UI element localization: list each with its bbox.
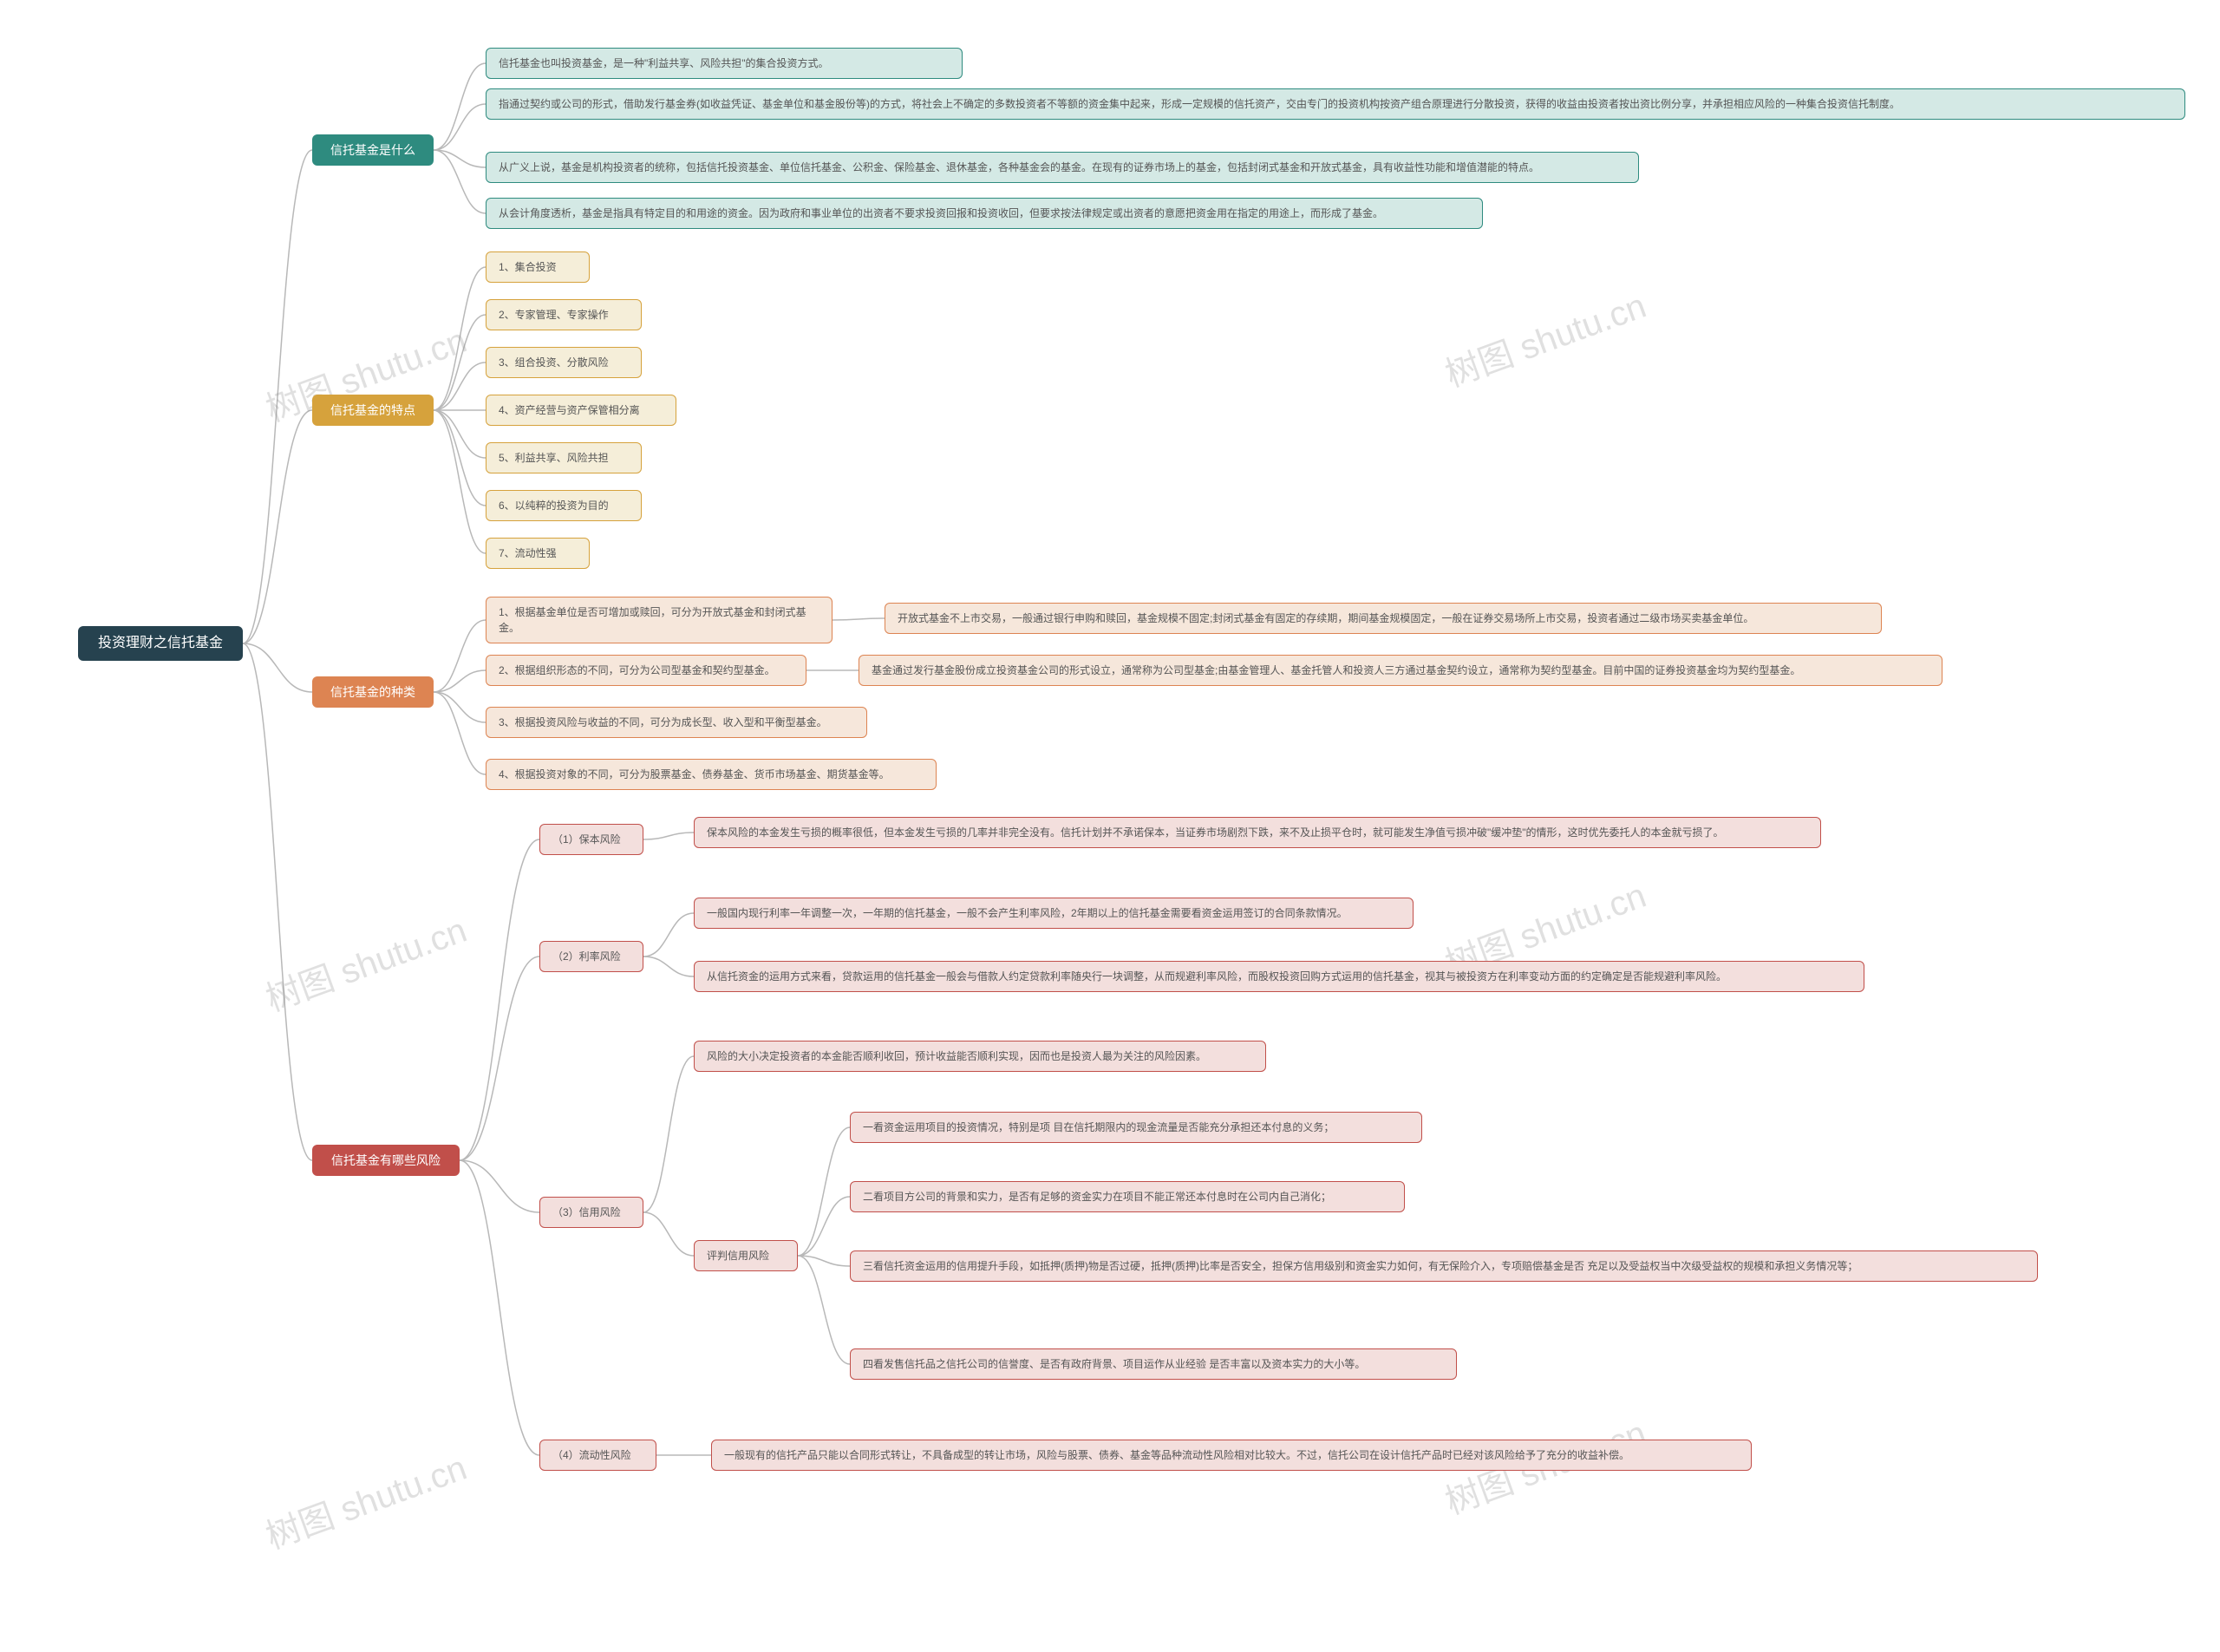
node-d2-0: 一般国内现行利率一年调整一次，一年期的信托基金，一般不会产生利率风险，2年期以上… [694,898,1414,929]
mindmap-canvas: 树图 shutu.cn树图 shutu.cn树图 shutu.cn树图 shut… [0,0,2220,1652]
branch-b4: 信托基金有哪些风险 [312,1145,460,1176]
node-d1-3: （4）流动性风险 [539,1440,656,1471]
node-d1-0: 信托基金也叫投资基金，是一种"利益共享、风险共担"的集合投资方式。 [486,48,963,79]
watermark: 树图 shutu.cn [1437,278,1652,396]
node-d2-1: 从信托资金的运用方式来看，贷款运用的信托基金一般会与借款人约定贷款利率随央行一块… [694,961,1864,992]
node-d1-0: 1、集合投资 [486,251,590,283]
node-d3-3: 四看发售信托品之信托公司的信誉度、是否有政府背景、项目运作从业经验 是否丰富以及… [850,1348,1457,1380]
branch-b3: 信托基金的种类 [312,676,434,708]
node-d2-0: 保本风险的本金发生亏损的概率很低，但本金发生亏损的几率并非完全没有。信托计划并不… [694,817,1821,848]
node-d1-1: （2）利率风险 [539,941,643,972]
watermark: 树图 shutu.cn [258,902,473,1021]
node-d1-1: 2、根据组织形态的不同，可分为公司型基金和契约型基金。 [486,655,806,686]
node-d1-0: 1、根据基金单位是否可增加或赎回，可分为开放式基金和封闭式基金。 [486,597,832,643]
node-d1-2: 3、组合投资、分散风险 [486,347,642,378]
node-d2-1: 评判信用风险 [694,1240,798,1271]
node-d3-0: 一看资金运用项目的投资情况，特别是项 目在信托期限内的现金流量是否能充分承担还本… [850,1112,1422,1143]
node-d1-3: 4、根据投资对象的不同，可分为股票基金、债券基金、货币市场基金、期货基金等。 [486,759,937,790]
node-d1-0: （1）保本风险 [539,824,643,855]
node-d1-3: 从会计角度透析，基金是指具有特定目的和用途的资金。因为政府和事业单位的出资者不要… [486,198,1483,229]
node-d1-6: 7、流动性强 [486,538,590,569]
node-d1-2: 3、根据投资风险与收益的不同，可分为成长型、收入型和平衡型基金。 [486,707,867,738]
node-d3-2: 三看信托资金运用的信用提升手段，如抵押(质押)物是否过硬，抵押(质押)比率是否安… [850,1250,2038,1282]
node-d2-0: 基金通过发行基金股份成立投资基金公司的形式设立，通常称为公司型基金;由基金管理人… [859,655,1942,686]
node-d3-1: 二看项目方公司的背景和实力，是否有足够的资金实力在项目不能正常还本付息时在公司内… [850,1181,1405,1212]
node-d2-0: 风险的大小决定投资者的本金能否顺利收回，预计收益能否顺利实现，因而也是投资人最为… [694,1041,1266,1072]
branch-b1: 信托基金是什么 [312,134,434,166]
node-d1-4: 5、利益共享、风险共担 [486,442,642,473]
node-d1-5: 6、以纯粹的投资为目的 [486,490,642,521]
branch-b2: 信托基金的特点 [312,395,434,426]
node-d2-0: 一般现有的信托产品只能以合同形式转让，不具备成型的转让市场，风险与股票、债券、基… [711,1440,1752,1471]
node-d1-3: 4、资产经营与资产保管相分离 [486,395,676,426]
node-d1-1: 指通过契约或公司的形式，借助发行基金券(如收益凭证、基金单位和基金股份等)的方式… [486,88,2185,120]
node-d1-2: （3）信用风险 [539,1197,643,1228]
root-node: 投资理财之信托基金 [78,626,243,661]
node-d1-1: 2、专家管理、专家操作 [486,299,642,330]
node-d2-0: 开放式基金不上市交易，一般通过银行申购和赎回，基金规模不固定;封闭式基金有固定的… [885,603,1882,634]
node-d1-2: 从广义上说，基金是机构投资者的统称，包括信托投资基金、单位信托基金、公积金、保险… [486,152,1639,183]
watermark: 树图 shutu.cn [258,1440,473,1558]
